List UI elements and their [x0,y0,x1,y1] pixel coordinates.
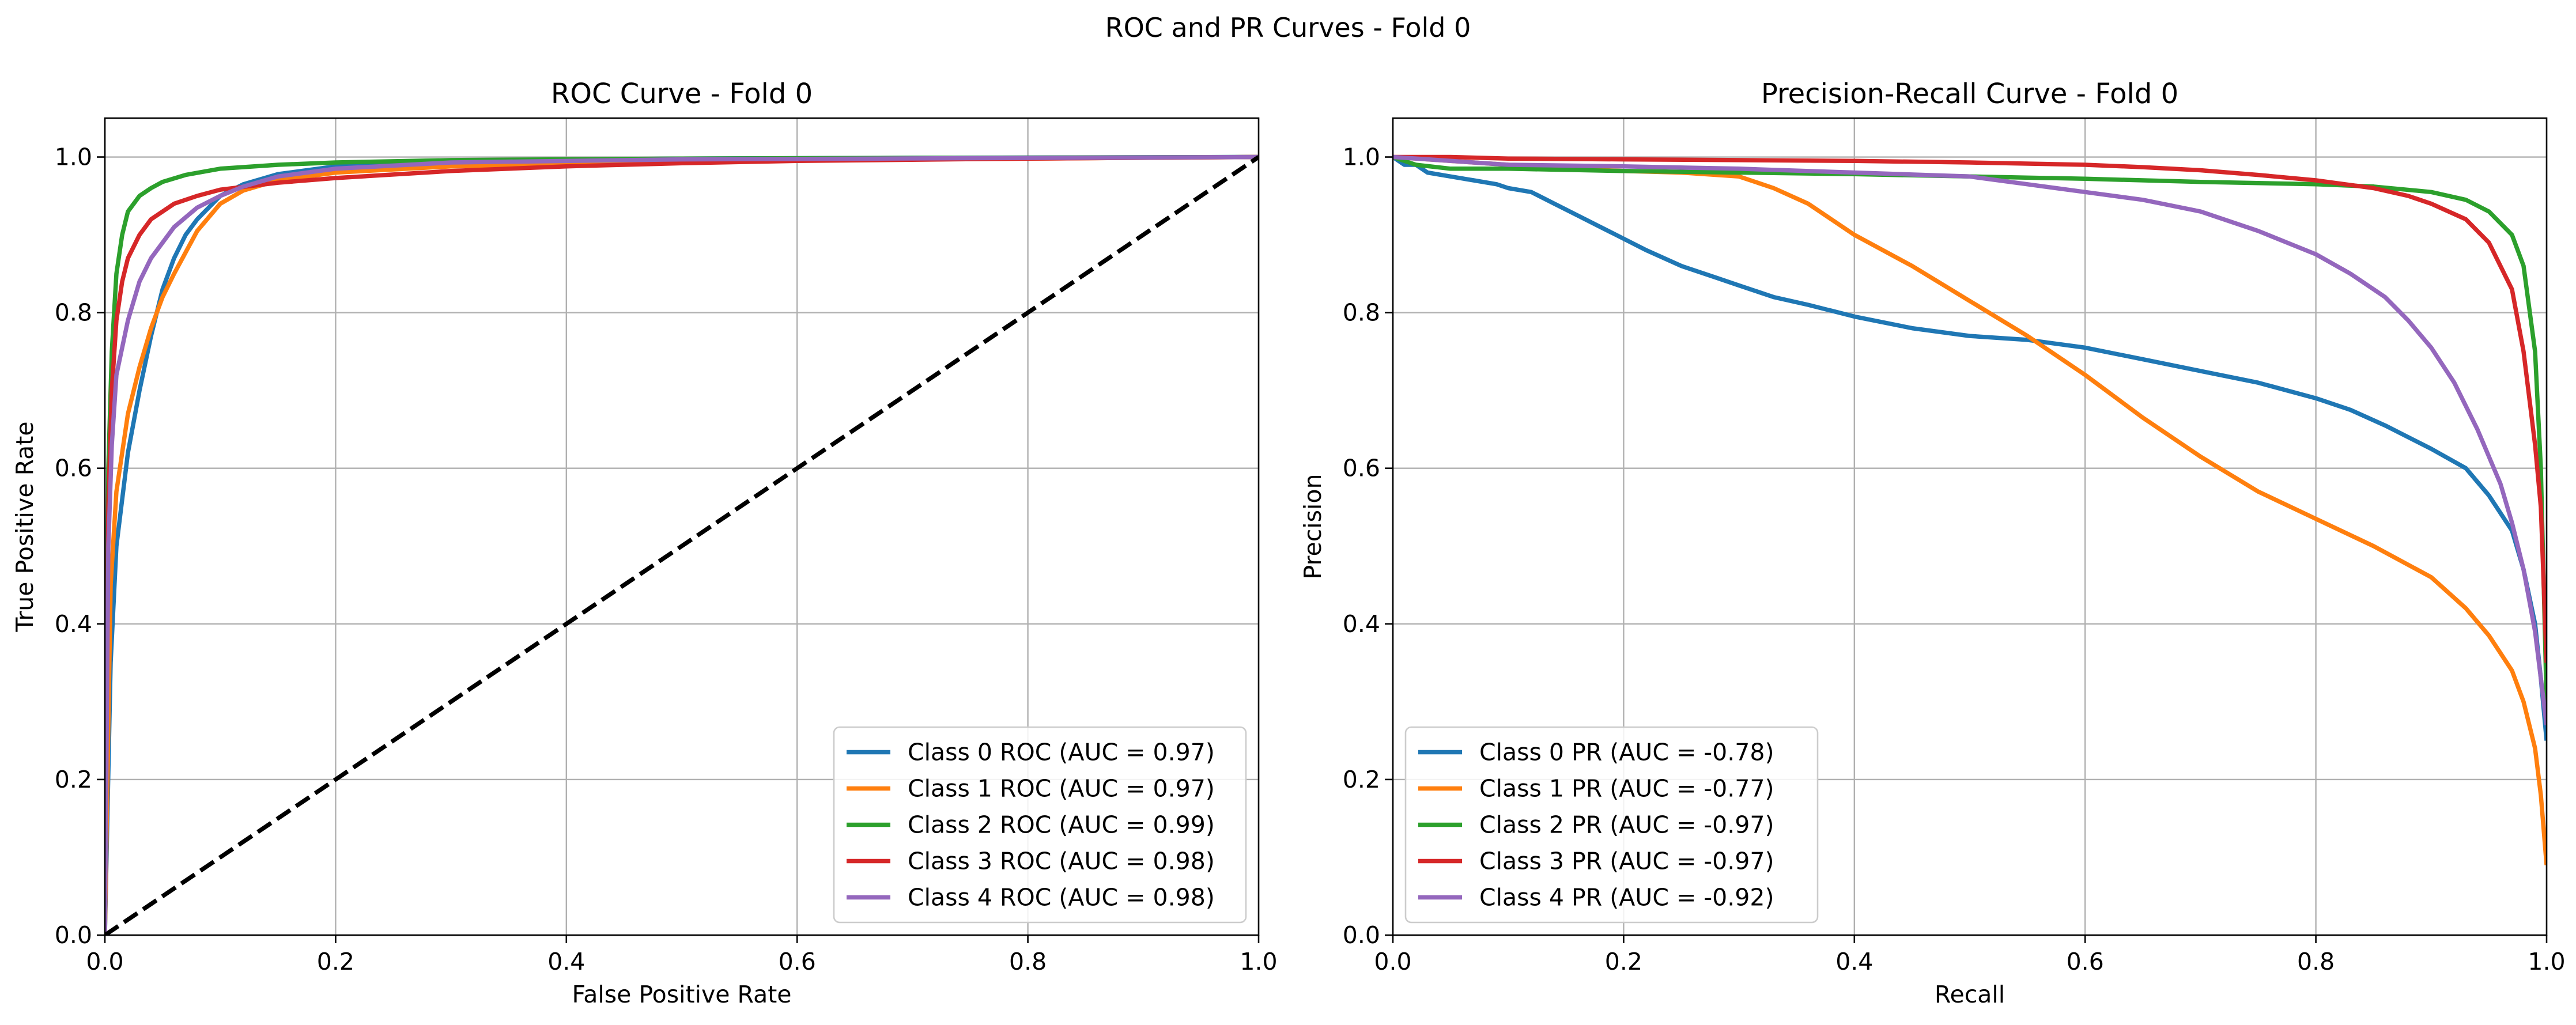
pr-xtick-label: 0.2 [1605,948,1642,975]
roc-xtick-label: 0.6 [779,948,816,975]
roc-title: ROC Curve - Fold 0 [551,78,813,110]
roc-legend-entry: Class 1 ROC (AUC = 0.97) [908,775,1215,803]
roc-axes-frame [104,117,1260,936]
pr-axes-frame [1392,117,2548,936]
roc-series-line-class-1 [105,154,1259,935]
pr-legend-entry: Class 4 PR (AUC = -0.92) [1479,884,1774,911]
roc-ytick-label: 0.4 [55,610,92,638]
pr-xtick-label: 0.6 [2067,948,2104,975]
roc-panel: ROC Curve - Fold 0 False Positive Rate T… [11,78,1278,1008]
roc-xtick-label: 0.8 [1009,948,1047,975]
roc-xlabel: False Positive Rate [572,981,791,1008]
roc-ytick-label: 0.8 [55,299,92,327]
roc-ytick-label: 1.0 [55,143,92,171]
pr-xtick-label: 0.4 [1835,948,1873,975]
pr-ytick-label: 0.4 [1343,610,1380,638]
pr-xtick-label: 0.8 [2297,948,2335,975]
pr-legend-entry: Class 1 PR (AUC = -0.77) [1479,775,1774,803]
roc-ytick-label: 0.0 [55,921,92,949]
pr-legend-entry: Class 3 PR (AUC = -0.97) [1479,848,1774,875]
roc-reference-diagonal [105,155,1259,935]
pr-ticks: 0.0 0.2 0.4 0.6 0.8 1.0 0.0 0.2 0.4 0.6 0.8 1.0 [1343,143,2566,975]
pr-xtick-label: 0.0 [1374,948,1411,975]
roc-legend-entry: Class 0 ROC (AUC = 0.97) [908,739,1215,766]
pr-series-line-class-2 [1393,154,2547,702]
roc-series-line-class-4 [105,154,1259,935]
pr-series-group [1393,154,2547,865]
roc-xtick-label: 1.0 [1240,948,1277,975]
pr-series-line-class-3 [1393,154,2547,663]
roc-legend-entry: Class 4 ROC (AUC = 0.98) [908,884,1215,911]
pr-panel: Precision-Recall Curve - Fold 0 Recall P… [1299,78,2566,1008]
pr-ylabel: Precision [1299,474,1327,580]
roc-series-line-class-2 [105,154,1259,935]
roc-xtick-label: 0.2 [317,948,354,975]
pr-legend-entry: Class 2 PR (AUC = -0.97) [1479,811,1774,839]
pr-xtick-label: 1.0 [2528,948,2565,975]
pr-ytick-label: 1.0 [1343,143,1380,171]
roc-ytick-label: 0.6 [55,455,92,482]
roc-ylabel: True Positive Rate [11,421,39,632]
figure-suptitle: ROC and PR Curves - Fold 0 [1105,12,1471,43]
pr-ytick-label: 0.0 [1343,921,1380,949]
roc-xtick-label: 0.0 [86,948,123,975]
roc-ticks: 0.0 0.2 0.4 0.6 0.8 1.0 0.0 0.2 0.4 0.6 0.8 1.0 [55,143,1278,975]
roc-legend-entry: Class 3 ROC (AUC = 0.98) [908,848,1215,875]
roc-legend: Class 0 ROC (AUC = 0.97) Class 1 ROC (AUC… [833,726,1247,924]
pr-ytick-label: 0.2 [1343,766,1380,793]
pr-ytick-label: 0.6 [1343,455,1380,482]
roc-legend-entry: Class 2 ROC (AUC = 0.99) [908,811,1215,839]
pr-legend-entry: Class 0 PR (AUC = -0.78) [1479,739,1774,766]
roc-series-line-class-3 [105,154,1259,935]
pr-xlabel: Recall [1935,981,2005,1008]
pr-legend: Class 0 PR (AUC = -0.78) Class 1 PR (AUC … [1404,726,1819,924]
pr-title: Precision-Recall Curve - Fold 0 [1761,78,2178,110]
roc-xtick-label: 0.4 [547,948,585,975]
roc-series-group [105,154,1259,935]
roc-ytick-label: 0.2 [55,766,92,793]
pr-ytick-label: 0.8 [1343,299,1380,327]
pr-series-line-class-0 [1393,155,2547,741]
pr-series-line-class-4 [1393,154,2547,725]
